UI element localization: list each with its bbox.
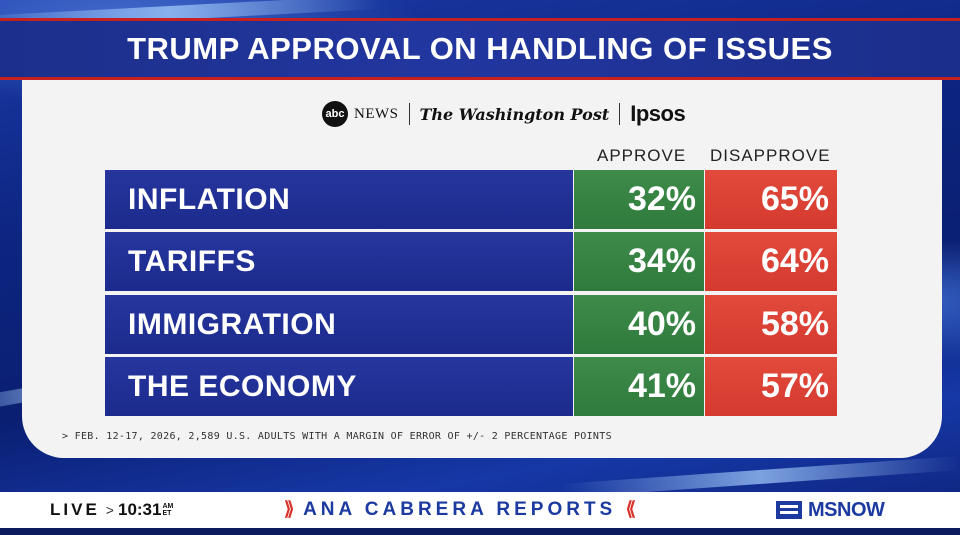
chevron-right-icon: > [105, 502, 114, 518]
issue-label-cell: TARIFFS [105, 232, 573, 291]
issue-row: TARIFFS 34% 64% [105, 232, 837, 291]
disapprove-value: 58% [705, 295, 837, 354]
show-name: ⟫ ANA CABRERA REPORTS ⟪ [240, 492, 680, 528]
msnow-logo: MSNOW [776, 498, 885, 522]
network-brand: MSNOW [680, 492, 960, 528]
msnow-wordmark: MSNOW [808, 498, 885, 521]
ipsos-logo: Ipsos [630, 101, 686, 126]
title-bar: TRUMP APPROVAL ON HANDLING OF ISSUES [0, 18, 960, 82]
approve-value: 40% [574, 295, 704, 354]
disapprove-column-header: DISAPPROVE [710, 146, 831, 165]
time-zone-label: AM ET [162, 503, 173, 517]
pollster-logos: abc NEWS The Washington Post Ipsos [322, 98, 686, 130]
issue-label: TARIFFS [128, 245, 256, 278]
washington-post-logo: The Washington Post [419, 104, 610, 124]
disapprove-value: 65% [705, 170, 837, 229]
live-indicator: LIVE [50, 500, 100, 519]
graphic-title: TRUMP APPROVAL ON HANDLING OF ISSUES [127, 31, 833, 66]
approve-column-header: APPROVE [597, 146, 687, 165]
logo-divider [619, 103, 621, 125]
bottom-strip [0, 528, 960, 535]
approve-value: 32% [574, 170, 704, 229]
disapprove-value: 64% [705, 232, 837, 291]
title-band [0, 21, 960, 77]
approve-value: 34% [574, 232, 704, 291]
et-label: ET [162, 510, 172, 517]
am-label: AM [162, 503, 174, 510]
abc-news-logo-text: NEWS [354, 105, 399, 122]
issue-label: THE ECONOMY [128, 370, 357, 403]
clock-time: 10:31 [117, 500, 162, 519]
show-title: ANA CABRERA REPORTS [303, 499, 617, 520]
approve-value: 41% [574, 357, 704, 416]
issue-row: INFLATION 32% 65% [105, 170, 837, 229]
title-top-rule [0, 18, 960, 21]
live-time-block: LIVE > 10:31 AM ET [0, 492, 240, 528]
abc-logo-icon: abc [322, 101, 348, 127]
show-bracket-close-icon: ⟪ [625, 499, 637, 520]
lower-third-ticker: LIVE > 10:31 AM ET ⟫ ANA CABRERA REPORTS … [0, 492, 960, 528]
disapprove-value: 57% [705, 357, 837, 416]
issue-label-cell: THE ECONOMY [105, 357, 573, 416]
logo-divider [408, 103, 410, 125]
issue-label-cell: IMMIGRATION [105, 295, 573, 354]
issue-row: THE ECONOMY 41% 57% [105, 357, 837, 416]
poll-footnote: > FEB. 12-17, 2026, 2,589 U.S. ADULTS WI… [62, 431, 612, 442]
issue-label: INFLATION [128, 183, 291, 216]
issue-row: IMMIGRATION 40% 58% [105, 295, 837, 354]
show-bracket-open-icon: ⟫ [283, 499, 295, 520]
issue-label: IMMIGRATION [128, 308, 337, 341]
title-bottom-rule [0, 77, 960, 80]
msnow-mark-icon [776, 501, 802, 519]
issue-label-cell: INFLATION [105, 170, 573, 229]
